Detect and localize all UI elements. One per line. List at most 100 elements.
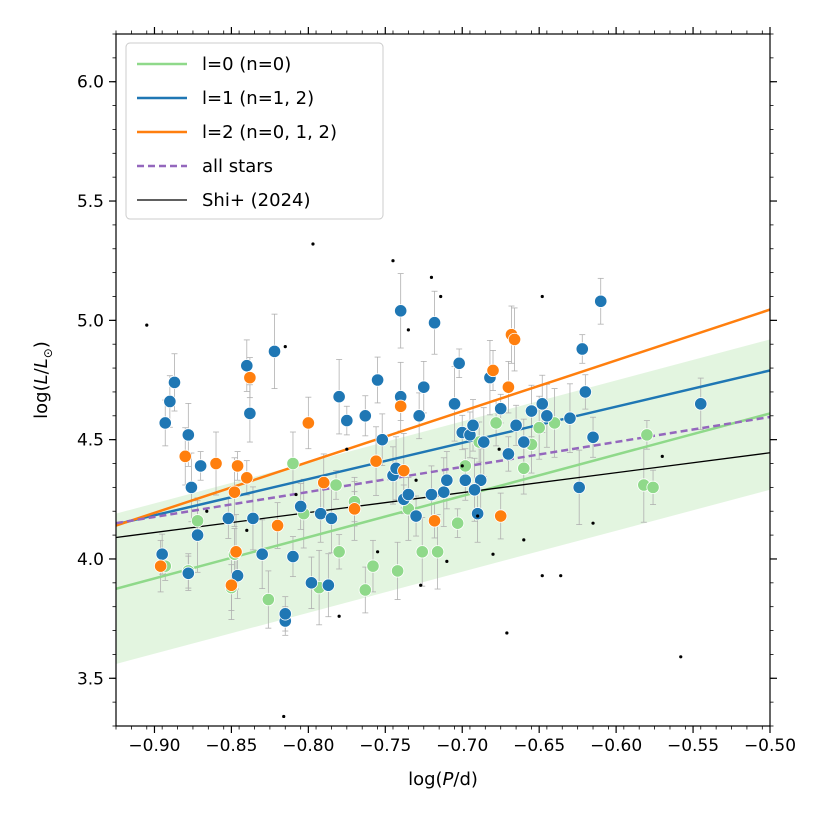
- data-point: [246, 511, 260, 526]
- x-tick-label: −0.85: [205, 736, 257, 756]
- data-point: [375, 433, 389, 447]
- data-point: [366, 559, 380, 573]
- data-point: [267, 344, 282, 358]
- other-star-point: [337, 614, 341, 618]
- y-axis-label: log(L/L⊙): [31, 341, 55, 419]
- data-point: [194, 459, 208, 473]
- data-point: [424, 487, 439, 502]
- axis-ticks: −0.90 −0.85 −0.80 −0.75 −0.70 −0.65 −0.60 −0.55…: [77, 27, 796, 756]
- data-point: [572, 480, 586, 494]
- data-point: [401, 487, 415, 502]
- y-tick-label: 5.5: [77, 192, 104, 212]
- data-point: [431, 545, 445, 559]
- data-point: [471, 507, 485, 521]
- data-point: [415, 545, 429, 559]
- legend-label: l=1 (n=1, 2): [202, 88, 314, 109]
- data-point: [358, 583, 372, 597]
- x-tick-label: −0.75: [359, 736, 411, 756]
- other-star-point: [345, 447, 349, 451]
- data-point: [243, 406, 257, 421]
- data-point: [154, 559, 168, 573]
- data-point: [397, 464, 411, 478]
- data-point: [409, 509, 423, 523]
- data-point: [517, 461, 531, 475]
- other-star-point: [205, 509, 209, 513]
- legend-label: all stars: [202, 156, 273, 177]
- data-point: [507, 332, 522, 347]
- data-points: [145, 242, 708, 719]
- data-point: [184, 480, 199, 494]
- data-point: [314, 507, 328, 521]
- data-point: [240, 359, 254, 373]
- data-point: [286, 549, 300, 564]
- other-star-point: [429, 275, 434, 279]
- data-point: [458, 473, 472, 487]
- data-point: [370, 373, 385, 387]
- data-point: [586, 430, 600, 444]
- x-axis-label: log(P/d): [408, 769, 478, 790]
- data-point: [209, 456, 223, 471]
- data-point: [190, 528, 205, 542]
- data-point: [427, 514, 442, 528]
- data-point: [517, 435, 531, 449]
- other-star-point: [491, 552, 495, 556]
- data-point: [575, 342, 589, 356]
- other-star-point: [476, 514, 480, 518]
- data-point: [501, 447, 515, 461]
- x-tick-label: −0.65: [513, 736, 565, 756]
- other-star-point: [419, 583, 423, 587]
- other-star-point: [406, 328, 410, 332]
- data-point: [224, 578, 239, 592]
- data-point: [474, 473, 488, 487]
- y-tick-label: 3.5: [77, 669, 104, 689]
- data-point: [329, 478, 343, 492]
- data-point: [417, 380, 431, 394]
- fit-line-l-0-n-0-: [116, 412, 770, 591]
- data-point: [640, 428, 654, 442]
- data-point: [369, 454, 383, 468]
- x-tick-label: −0.60: [590, 736, 642, 756]
- other-star-point: [540, 294, 544, 299]
- data-point: [694, 397, 708, 411]
- data-point: [447, 397, 462, 411]
- other-star-point: [540, 574, 544, 578]
- other-star-point: [660, 454, 664, 458]
- x-tick-label: −0.55: [667, 736, 719, 756]
- data-point: [240, 471, 254, 485]
- data-point: [230, 459, 245, 473]
- data-point: [332, 390, 346, 404]
- data-point: [394, 399, 408, 413]
- data-point: [501, 380, 515, 394]
- legend-label: l=2 (n=0, 1, 2): [202, 122, 337, 143]
- data-point: [347, 502, 362, 516]
- data-point: [494, 402, 508, 416]
- data-point: [181, 428, 195, 442]
- data-point: [178, 449, 192, 463]
- data-point: [181, 566, 195, 580]
- data-point: [317, 476, 331, 490]
- other-star-point: [414, 478, 418, 482]
- fit-line-l-2-n-0-1-2-: [116, 308, 770, 527]
- data-point: [535, 397, 549, 411]
- data-point: [294, 499, 308, 514]
- data-point: [167, 375, 182, 389]
- y-tick-label: 6.0: [77, 73, 104, 93]
- other-star-point: [294, 492, 298, 497]
- other-star-point: [145, 323, 149, 327]
- other-star-point: [522, 538, 526, 542]
- data-point: [452, 356, 466, 370]
- data-point: [324, 511, 339, 526]
- data-point: [227, 485, 242, 499]
- data-point: [261, 592, 275, 607]
- data-point: [486, 363, 500, 378]
- data-point: [391, 564, 405, 578]
- data-point: [278, 607, 292, 621]
- other-star-point: [283, 344, 287, 349]
- data-point: [489, 416, 503, 430]
- data-point: [229, 545, 243, 559]
- legend: l=0 (n=0) l=1 (n=1, 2) l=2 (n=0, 1, 2) all …: [125, 42, 384, 220]
- data-point: [155, 547, 169, 561]
- data-point: [594, 294, 608, 308]
- data-point: [394, 304, 408, 318]
- data-point: [458, 459, 472, 473]
